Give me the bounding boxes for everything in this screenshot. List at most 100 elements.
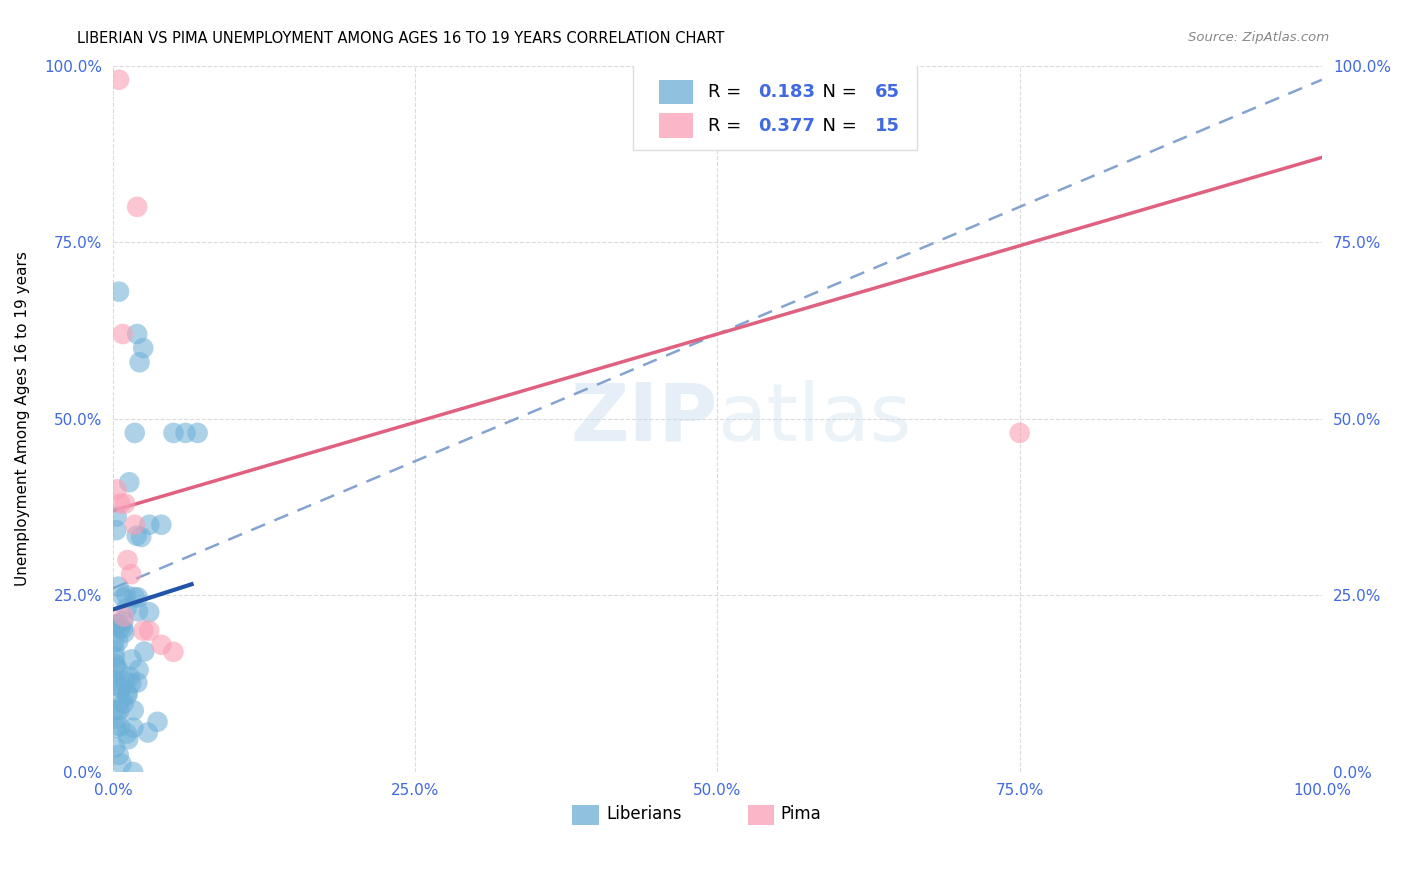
Point (128, 355, 150, 369)
Point (120, 567, 142, 582)
Text: 0.377: 0.377 (759, 117, 815, 135)
Point (150, 517, 173, 532)
Point (112, 614, 135, 628)
Point (1008, 425, 1031, 440)
Point (124, 425, 146, 440)
Point (132, 341, 155, 355)
Point (105, 712, 128, 726)
Point (104, 657, 127, 672)
Point (120, 676, 142, 690)
Point (110, 497, 132, 511)
Point (115, 726, 138, 740)
Point (125, 528, 148, 542)
Point (138, 605, 160, 619)
Point (103, 678, 125, 692)
Point (108, 703, 131, 717)
Point (122, 721, 145, 735)
Text: R =: R = (707, 117, 747, 135)
Point (108, 621, 131, 635)
Point (103, 643, 125, 657)
Point (138, 624, 160, 638)
Point (122, 764, 145, 779)
Point (114, 497, 136, 511)
Point (162, 425, 184, 440)
Point (105, 509, 128, 524)
Text: ZIP: ZIP (571, 380, 717, 458)
Point (118, 670, 141, 684)
Point (117, 553, 139, 567)
Text: Liberians: Liberians (606, 805, 682, 823)
Point (111, 326, 134, 341)
Point (122, 703, 145, 717)
Point (124, 590, 146, 604)
Point (187, 425, 209, 440)
Point (112, 673, 135, 688)
Text: 15: 15 (875, 117, 900, 135)
Point (117, 732, 139, 747)
Point (115, 601, 138, 615)
Point (107, 617, 129, 632)
Point (107, 747, 129, 762)
Point (117, 688, 139, 702)
Point (112, 591, 135, 605)
Text: Source: ZipAtlas.com: Source: ZipAtlas.com (1188, 31, 1329, 45)
Bar (659, 113, 693, 137)
Point (127, 604, 149, 618)
Point (124, 517, 146, 532)
Text: LIBERIAN VS PIMA UNEMPLOYMENT AMONG AGES 16 TO 19 YEARS CORRELATION CHART: LIBERIAN VS PIMA UNEMPLOYMENT AMONG AGES… (77, 31, 724, 46)
Point (136, 725, 159, 739)
Point (174, 425, 197, 440)
Text: R =: R = (707, 84, 747, 102)
Point (115, 588, 138, 602)
Point (146, 714, 169, 729)
Point (110, 693, 132, 707)
Point (112, 697, 135, 711)
Point (129, 530, 152, 544)
Text: 0.183: 0.183 (759, 84, 815, 102)
Point (103, 617, 125, 632)
Point (110, 756, 132, 771)
Point (162, 645, 184, 659)
Point (104, 721, 127, 735)
Point (150, 638, 173, 652)
Bar (748, 805, 775, 825)
Point (127, 200, 149, 214)
Bar (572, 805, 599, 825)
Point (127, 591, 149, 605)
Point (108, 719, 131, 733)
Text: Pima: Pima (780, 805, 821, 823)
Point (108, 285, 131, 299)
Bar (659, 79, 693, 104)
Point (128, 663, 150, 677)
Point (107, 634, 129, 648)
Point (108, 72, 131, 87)
Point (103, 635, 125, 649)
Point (104, 660, 127, 674)
Point (105, 483, 128, 497)
FancyBboxPatch shape (633, 62, 917, 151)
Text: atlas: atlas (717, 380, 912, 458)
Point (114, 625, 136, 640)
Text: N =: N = (810, 84, 862, 102)
Point (103, 703, 125, 717)
Text: N =: N = (810, 117, 862, 135)
Point (103, 673, 125, 688)
Point (105, 523, 128, 537)
Point (134, 644, 156, 658)
Point (118, 475, 141, 490)
Point (138, 517, 160, 532)
Point (111, 622, 134, 636)
Point (127, 675, 149, 690)
Point (104, 740, 127, 755)
Point (121, 652, 143, 666)
Point (107, 580, 129, 594)
Point (127, 326, 149, 341)
Text: 65: 65 (875, 84, 900, 102)
Y-axis label: Unemployment Among Ages 16 to 19 years: Unemployment Among Ages 16 to 19 years (15, 252, 30, 586)
Point (117, 686, 139, 700)
Point (107, 663, 129, 677)
Point (112, 609, 135, 624)
Point (132, 624, 155, 638)
Point (104, 649, 127, 664)
Point (110, 681, 132, 695)
